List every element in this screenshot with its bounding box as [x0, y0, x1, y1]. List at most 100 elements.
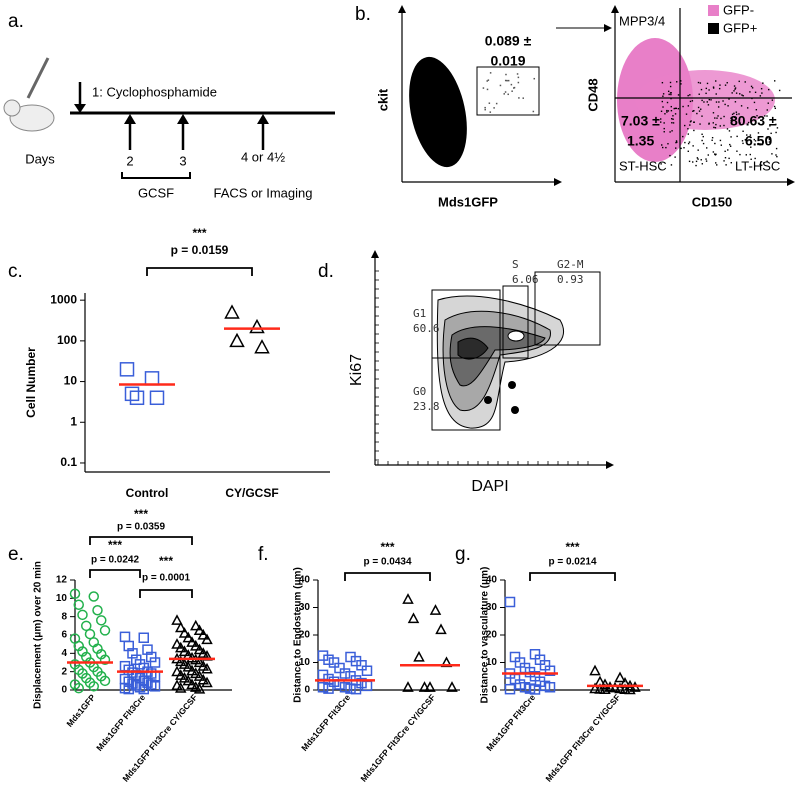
event: [720, 144, 723, 146]
data-point: [402, 681, 414, 692]
event: [699, 82, 702, 84]
data-point: [84, 628, 96, 640]
panel-label: e.: [8, 544, 24, 565]
event: [757, 143, 759, 146]
event: [488, 102, 491, 104]
event: [708, 89, 710, 91]
event: [755, 108, 758, 111]
data-point: [138, 632, 149, 643]
panel-label: b.: [355, 4, 371, 25]
event: [731, 92, 733, 94]
event: [693, 121, 695, 123]
event: [712, 87, 715, 89]
y-tick-label: 10: [56, 593, 68, 604]
event: [715, 123, 717, 126]
data-point: [424, 681, 436, 692]
quadrant-label: MPP3/4: [619, 13, 665, 28]
event: [773, 105, 776, 108]
event: [724, 84, 727, 86]
data-point: [81, 620, 92, 632]
y-tick-label: 30: [299, 602, 311, 613]
event: [734, 101, 737, 103]
event: [745, 154, 747, 156]
y-tick-label: 0.1: [60, 455, 77, 469]
data-point: [402, 593, 414, 604]
event: [663, 122, 665, 124]
event: [751, 87, 754, 89]
event: [507, 93, 509, 96]
event: [759, 143, 761, 145]
event: [765, 141, 768, 143]
event: [723, 160, 725, 162]
event: [742, 130, 744, 132]
legend-label: GFP-: [723, 2, 754, 17]
event: [707, 154, 709, 156]
event: [720, 117, 722, 120]
significance-bracket: [139, 589, 193, 598]
event: [774, 107, 777, 110]
event: [672, 122, 675, 124]
event: [687, 128, 689, 130]
data-point: [193, 643, 206, 655]
arrowhead: [177, 114, 189, 124]
cell-cloud: [409, 56, 467, 168]
gate-value: 0.089 ±: [485, 33, 532, 49]
event: [767, 128, 769, 130]
event: [667, 110, 670, 112]
data-point: [193, 624, 206, 635]
event: [765, 136, 768, 138]
event: [702, 142, 705, 145]
event: [766, 137, 769, 139]
event: [660, 121, 662, 123]
y-tick-label: 10: [64, 374, 78, 388]
data-point: [149, 390, 165, 406]
event: [489, 72, 492, 74]
data-point: [504, 596, 516, 608]
event: [728, 130, 731, 132]
data-point: [407, 612, 420, 624]
event: [697, 106, 700, 109]
event: [661, 81, 664, 84]
data-point: [73, 682, 84, 694]
event: [706, 101, 708, 103]
data-point: [504, 683, 516, 695]
event: [728, 98, 730, 100]
event: [712, 86, 715, 88]
event: [770, 132, 772, 135]
data-point: [361, 665, 373, 676]
event: [722, 100, 724, 102]
event: [503, 93, 505, 95]
y-axis-label: Distance to Endosteum (μm): [293, 567, 304, 703]
event: [696, 157, 699, 159]
event: [698, 93, 700, 95]
event: [482, 87, 485, 89]
event: [766, 160, 768, 162]
event: [700, 88, 703, 91]
event: [669, 81, 672, 84]
event: [674, 156, 676, 158]
arrowhead: [611, 5, 619, 13]
event: [711, 139, 713, 141]
timeline-text: Days: [25, 151, 55, 166]
data-point: [413, 650, 425, 662]
event: [739, 122, 741, 124]
event: [716, 117, 718, 119]
event: [680, 80, 682, 82]
event: [741, 140, 744, 142]
event: [753, 138, 756, 141]
event: [742, 95, 744, 97]
p-value: p = 0.0242: [91, 555, 140, 566]
data-point: [144, 371, 160, 386]
event: [715, 93, 717, 95]
event: [705, 87, 708, 90]
data-point: [88, 591, 99, 602]
y-tick-label: 30: [486, 602, 498, 613]
event: [511, 406, 519, 414]
data-point: [124, 386, 140, 402]
event: [495, 102, 498, 105]
event: [508, 381, 516, 389]
day-label: 4 or 4½: [241, 149, 285, 164]
event: [719, 139, 722, 142]
timeline-text: FACS or Imaging: [214, 185, 313, 200]
event: [666, 111, 668, 113]
